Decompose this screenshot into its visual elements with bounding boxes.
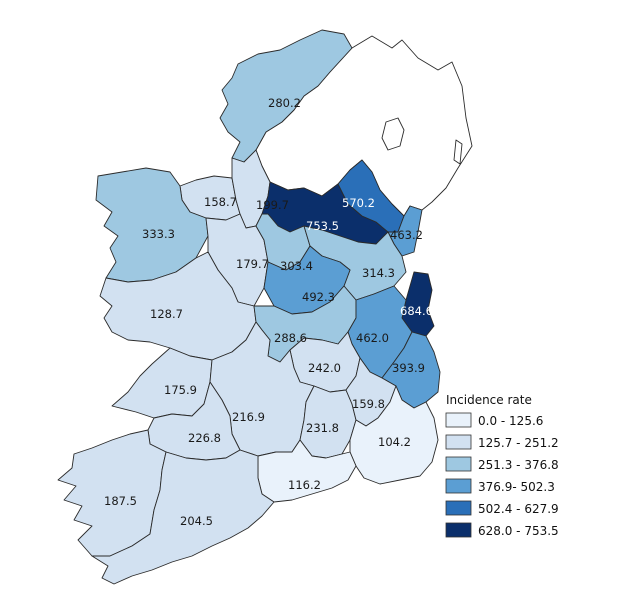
legend-label-3: 376.9- 502.3: [478, 480, 555, 494]
label-laois: 242.0: [308, 361, 341, 375]
label-limerick: 226.8: [188, 431, 221, 445]
label-kildare: 462.0: [356, 331, 389, 345]
label-sligo: 158.7: [204, 195, 237, 209]
label-westmeath: 492.3: [302, 290, 335, 304]
label-galway: 128.7: [150, 307, 183, 321]
label-louth: 463.2: [390, 228, 423, 242]
county-louth: [387, 205, 423, 257]
label-waterford: 116.2: [288, 478, 321, 492]
legend-label-5: 628.0 - 753.5: [478, 524, 559, 538]
label-clare: 175.9: [164, 383, 197, 397]
label-kilkenny: 231.8: [306, 421, 339, 435]
lough-neagh: [381, 117, 405, 151]
label-cork: 204.5: [180, 514, 213, 528]
label-leitrim: 199.7: [256, 198, 289, 212]
label-wicklow: 393.9: [392, 361, 425, 375]
legend-swatch-1: [445, 434, 472, 450]
legend-swatch-2: [445, 456, 472, 472]
legend-label-0: 0.0 - 125.6: [478, 414, 543, 428]
county-donegal: [219, 29, 353, 163]
legend-label-1: 125.7 - 251.2: [478, 436, 559, 450]
label-meath: 314.3: [362, 266, 395, 280]
label-carlow: 159.8: [352, 397, 385, 411]
label-kerry: 187.5: [104, 494, 137, 508]
legend-swatch-0: [445, 412, 472, 428]
county-clare: [111, 347, 213, 419]
legend-title: Incidence rate: [446, 393, 532, 407]
legend-label-2: 251.3 - 376.8: [478, 458, 559, 472]
label-roscommon: 179.7: [236, 257, 269, 271]
label-monaghan: 570.2: [342, 196, 375, 210]
label-cavan: 753.5: [306, 219, 339, 233]
label-donegal: 280.2: [268, 96, 301, 110]
legend-swatch-3: [445, 478, 472, 494]
legend-swatch-4: [445, 500, 472, 516]
label-dublin: 684.6: [400, 304, 433, 318]
legend: Incidence rate 0.0 - 125.6 125.7 - 251.2 2…: [445, 393, 559, 538]
label-tipperary: 216.9: [232, 410, 265, 424]
strangford-lough: [453, 139, 463, 165]
legend-label-4: 502.4 - 627.9: [478, 502, 559, 516]
label-mayo: 333.3: [142, 227, 175, 241]
county-cork: [91, 449, 275, 585]
label-longford: 303.4: [280, 259, 313, 273]
label-wexford: 104.2: [378, 435, 411, 449]
label-offaly: 288.6: [274, 331, 307, 345]
legend-swatch-5: [445, 522, 472, 538]
